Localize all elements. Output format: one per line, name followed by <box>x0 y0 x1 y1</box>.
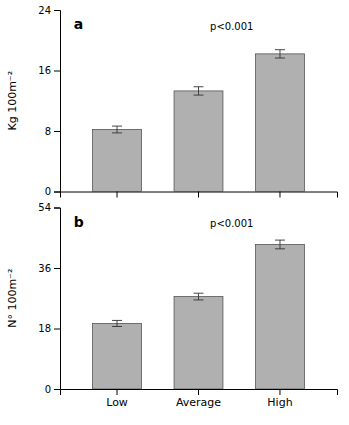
error-cap <box>112 132 122 133</box>
error-cap <box>194 95 204 96</box>
x-axis: Low Average High <box>61 389 338 409</box>
bar <box>93 129 142 191</box>
error-cap <box>275 240 285 241</box>
tick-mark <box>54 329 60 330</box>
error-cap <box>194 299 204 300</box>
x-axis <box>61 192 338 198</box>
axis-line <box>61 390 338 396</box>
error-cap <box>112 126 122 127</box>
error-cap <box>275 248 285 249</box>
error-stem <box>117 126 118 133</box>
y-tick: 0 <box>45 384 60 395</box>
error-cap <box>194 86 204 87</box>
tick-mark <box>54 208 60 209</box>
marks <box>93 240 305 389</box>
tick-label: 36 <box>38 263 51 274</box>
tick-label: 54 <box>38 202 51 213</box>
x-tick <box>117 192 118 198</box>
error-cap <box>194 293 204 294</box>
tick-mark <box>117 389 118 395</box>
marks <box>93 50 305 192</box>
y-tick: 8 <box>45 126 60 137</box>
tick-label: 24 <box>38 5 51 16</box>
bar <box>93 323 142 389</box>
tick-mark <box>198 192 199 198</box>
tick-mark <box>198 389 199 395</box>
tick-label: 18 <box>38 323 51 334</box>
axis-line <box>54 11 61 193</box>
y-tick: 0 <box>45 186 60 197</box>
y-tick: 18 <box>38 323 60 334</box>
tick-mark <box>54 10 60 11</box>
tick-mark <box>279 389 280 395</box>
y-tick: 16 <box>38 65 60 76</box>
y-tick: 36 <box>38 263 60 274</box>
x-tick: Average <box>176 389 221 409</box>
error-stem <box>279 50 280 58</box>
tick-label: Low <box>106 396 128 409</box>
tick-mark <box>54 131 60 132</box>
x-tick <box>279 192 280 198</box>
bar <box>174 297 223 389</box>
error-bar <box>275 50 285 58</box>
tick-label: High <box>267 396 292 409</box>
tick-mark <box>54 71 60 72</box>
x-tick <box>198 192 199 198</box>
tick-label: 8 <box>45 126 51 137</box>
error-stem <box>198 87 199 95</box>
panel-label: b <box>74 214 84 230</box>
panel: 0 8 16 24 Kg 100m⁻² a p<0.001 <box>6 5 338 198</box>
annotation: p<0.001 <box>210 21 253 32</box>
y-axis-label: Kg 100m⁻² <box>6 71 19 131</box>
error-stem <box>198 293 199 300</box>
x-tick: Low <box>106 389 128 409</box>
tick-label: 16 <box>38 65 51 76</box>
error-cap <box>112 320 122 321</box>
error-cap <box>275 49 285 50</box>
tick-label: 0 <box>45 186 51 197</box>
y-tick: 54 <box>38 202 60 213</box>
error-bar <box>194 87 204 95</box>
y-axis: 0 8 16 24 <box>38 5 60 198</box>
axis-line <box>54 208 61 390</box>
bar <box>174 91 223 192</box>
tick-mark <box>279 192 280 198</box>
panel: 0 18 36 54 Low Average High N° 100m⁻² b p<0.001 <box>6 202 338 409</box>
error-bar <box>194 293 204 300</box>
error-bar <box>112 126 122 133</box>
chart: 0 8 16 24 Kg 100m⁻² a p<0.001 0 18 36 54 Low Average… <box>0 0 349 425</box>
tick-mark <box>54 389 60 390</box>
y-tick: 24 <box>38 5 60 16</box>
error-stem <box>117 320 118 326</box>
tick-mark <box>54 268 60 269</box>
error-bar <box>112 320 122 326</box>
bar <box>256 54 305 192</box>
panel-label: a <box>74 16 83 32</box>
error-bar <box>275 240 285 249</box>
axis-line <box>61 192 338 198</box>
bar <box>256 244 305 389</box>
error-cap <box>275 58 285 59</box>
tick-label: 0 <box>45 384 51 395</box>
tick-mark <box>54 192 60 193</box>
tick-label: Average <box>176 396 221 409</box>
error-stem <box>279 240 280 249</box>
error-cap <box>112 326 122 327</box>
y-axis: 0 18 36 54 <box>38 202 60 395</box>
annotation: p<0.001 <box>210 218 253 229</box>
x-tick: High <box>267 389 292 409</box>
y-axis-label: N° 100m⁻² <box>6 269 19 328</box>
tick-mark <box>117 192 118 198</box>
